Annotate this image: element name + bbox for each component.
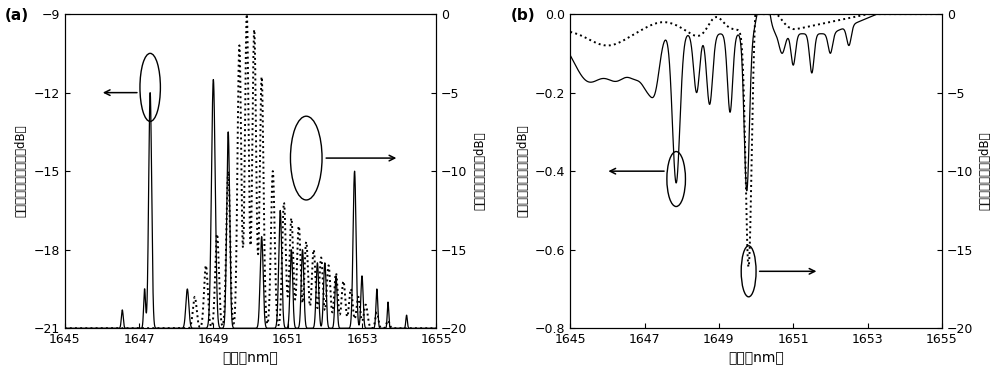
Y-axis label: 光纤随机光栅透射率（dB）: 光纤随机光栅透射率（dB）: [516, 125, 529, 218]
Y-axis label: 高反光栅反射率（dB）: 高反光栅反射率（dB）: [473, 132, 486, 211]
X-axis label: 波长（nm）: 波长（nm）: [728, 352, 784, 366]
Text: (a): (a): [5, 8, 29, 23]
Y-axis label: 高反光栅透射率（dB）: 高反光栅透射率（dB）: [979, 132, 992, 211]
X-axis label: 波长（nm）: 波长（nm）: [223, 352, 278, 366]
Text: (b): (b): [511, 8, 535, 23]
Y-axis label: 光纤随机光栅反射率（dB）: 光纤随机光栅反射率（dB）: [15, 125, 28, 218]
